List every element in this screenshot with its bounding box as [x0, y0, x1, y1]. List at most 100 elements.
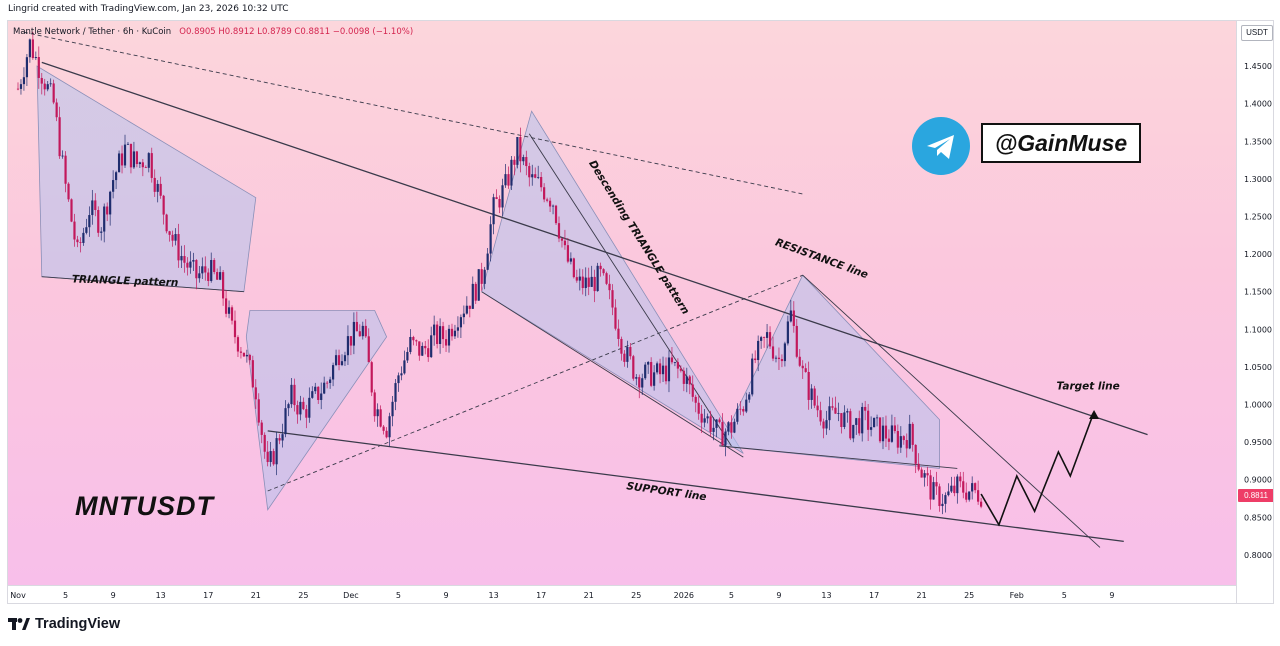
candle-body: [623, 353, 626, 362]
candle-body: [180, 256, 183, 261]
candle-body: [724, 431, 727, 446]
candle-body: [920, 469, 923, 478]
candle-body: [352, 321, 355, 346]
candle-body: [727, 422, 730, 432]
candle-body: [370, 362, 373, 393]
candle-body: [872, 417, 876, 428]
candle-body: [433, 324, 436, 336]
candle-body: [548, 200, 552, 207]
candle-body: [269, 451, 272, 463]
last-price-badge: 0.8811: [1238, 489, 1273, 502]
candle-body: [525, 157, 528, 167]
x-tick-label: 5: [729, 591, 734, 600]
candle-body: [334, 355, 338, 366]
candle-body: [189, 261, 192, 268]
candle-body: [748, 394, 751, 400]
candle-body: [468, 305, 471, 309]
candle-body: [670, 357, 674, 363]
candle-body: [745, 399, 748, 412]
x-tick-label: 13: [489, 591, 499, 600]
candle-body: [373, 392, 376, 417]
candle-body: [198, 273, 201, 279]
candle-body: [64, 155, 67, 184]
candle-body: [40, 77, 43, 84]
candle-body: [513, 159, 516, 165]
candle-body: [632, 356, 635, 379]
candle-body: [438, 326, 442, 344]
candle-body: [323, 382, 326, 394]
y-tick-label: 1.4000: [1244, 100, 1272, 109]
candle-body: [596, 265, 599, 292]
candle-body: [691, 384, 694, 397]
candle-body: [971, 483, 974, 492]
candle-body: [103, 206, 106, 232]
candle-body: [647, 362, 650, 365]
candle-body: [884, 425, 888, 439]
candle-body: [566, 245, 570, 262]
candle-body: [810, 388, 813, 400]
candle-body: [956, 476, 959, 494]
candle-body: [233, 320, 237, 338]
candle-body: [22, 77, 26, 85]
candle-body: [831, 406, 834, 408]
candle-body: [126, 143, 130, 145]
candle-body: [293, 384, 296, 406]
x-tick-label: 9: [111, 591, 116, 600]
candle-body: [216, 272, 219, 280]
candle-body: [605, 273, 608, 284]
price-axis[interactable]: [1236, 21, 1273, 603]
candle-body: [263, 434, 266, 452]
candle-body: [721, 422, 724, 446]
candle-body: [239, 351, 243, 353]
candle-body: [688, 376, 691, 385]
x-tick-label: 25: [298, 591, 308, 600]
tradingview-logo[interactable]: TradingView: [8, 615, 120, 633]
candle-body: [780, 359, 784, 362]
candle-body: [941, 503, 944, 507]
candle-body: [314, 386, 317, 392]
price-chart[interactable]: TRIANGLE pattern Descending TRIANGLE patt…: [8, 21, 1274, 604]
telegram-icon: [912, 117, 970, 175]
x-tick-label: 2026: [674, 591, 694, 600]
candle-body: [899, 436, 902, 448]
candle-body: [16, 88, 20, 90]
candle-body: [400, 373, 403, 376]
candle-body: [453, 330, 457, 337]
currency-button[interactable]: USDT: [1241, 25, 1273, 41]
candle-body: [498, 198, 501, 208]
candle-body: [251, 360, 254, 388]
candle-body: [281, 434, 284, 441]
candle-body: [61, 155, 64, 157]
candle-body: [49, 83, 52, 85]
y-tick-label: 1.4500: [1244, 62, 1272, 71]
candle-body: [837, 413, 840, 414]
candle-body: [230, 307, 234, 321]
candle-body: [177, 234, 180, 261]
chart-frame[interactable]: TRIANGLE pattern Descending TRIANGLE patt…: [7, 20, 1274, 604]
candle-body: [679, 368, 682, 371]
candle-body: [682, 370, 685, 384]
candle-body: [878, 417, 882, 442]
candle-body: [786, 321, 789, 344]
candle-body: [650, 362, 653, 386]
x-tick-label: 13: [156, 591, 166, 600]
candle-body: [849, 411, 852, 439]
candle-body: [418, 341, 421, 356]
candle-body: [768, 332, 772, 347]
projection-path: [980, 411, 1095, 527]
time-axis[interactable]: [8, 585, 1236, 603]
candle-body: [974, 483, 977, 491]
candle-body: [661, 365, 665, 375]
candle-body: [587, 277, 590, 287]
candle-body: [528, 166, 531, 178]
candle-body: [953, 485, 956, 494]
candle-body: [733, 421, 736, 433]
candle-body: [599, 265, 602, 270]
candle-body: [557, 223, 561, 239]
candle-body: [462, 313, 465, 318]
candle-body: [950, 485, 953, 492]
candle-body: [697, 402, 700, 414]
candle-body: [236, 337, 240, 352]
candle-body: [644, 364, 647, 379]
candle-body: [858, 418, 861, 434]
